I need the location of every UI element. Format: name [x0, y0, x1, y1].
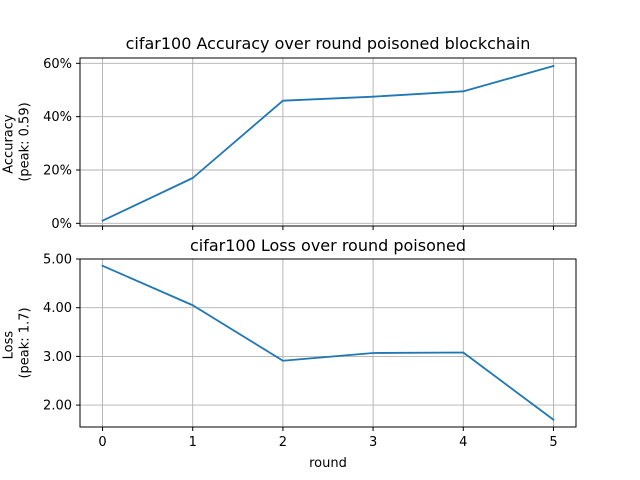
loss-subplot: cifar100 Loss over round poisoned 0 1 2 3 4 5…: [2, 236, 577, 471]
loss-y-tick-label: 4.00: [43, 301, 72, 316]
loss-y-tick-label: 5.00: [43, 253, 72, 268]
loss-ticks: 0 1 2 3 4 5 2.00 3.00 4.00 5.00: [43, 253, 558, 451]
loss-chart-title: cifar100 Loss over round poisoned: [190, 236, 466, 255]
loss-x-tick-label: 2: [279, 435, 287, 450]
accuracy-chart-title: cifar100 Accuracy over round poisoned bl…: [126, 34, 531, 53]
loss-x-tick-label: 5: [549, 435, 557, 450]
accuracy-ticks: 0% 20% 40% 60%: [43, 57, 554, 232]
loss-series-line: [101, 264, 555, 421]
accuracy-y-tick-label: 40%: [43, 110, 72, 125]
loss-x-tick-label: 4: [459, 435, 467, 450]
loss-y-axis-label: Loss (peak: 1.7): [2, 307, 33, 378]
accuracy-y-tick-label: 60%: [43, 57, 72, 72]
accuracy-series-line: [101, 64, 555, 222]
accuracy-subplot: cifar100 Accuracy over round poisoned bl…: [2, 34, 577, 232]
accuracy-y-axis-label: Accuracy (peak: 0.59): [2, 102, 33, 181]
loss-y-tick-label: 2.00: [43, 399, 72, 414]
loss-x-tick-label: 1: [189, 435, 197, 450]
loss-x-axis-label: round: [309, 456, 347, 471]
loss-axes-frame: [79, 258, 577, 428]
loss-y-tick-label: 3.00: [43, 350, 72, 365]
accuracy-gridlines: [80, 58, 576, 226]
accuracy-y-tick-label: 0%: [51, 217, 72, 232]
loss-gridlines: [80, 258, 576, 427]
accuracy-axes-frame: [79, 57, 577, 227]
loss-x-tick-label: 3: [369, 435, 377, 450]
loss-x-tick-label: 0: [98, 435, 106, 450]
accuracy-y-tick-label: 20%: [43, 164, 72, 179]
